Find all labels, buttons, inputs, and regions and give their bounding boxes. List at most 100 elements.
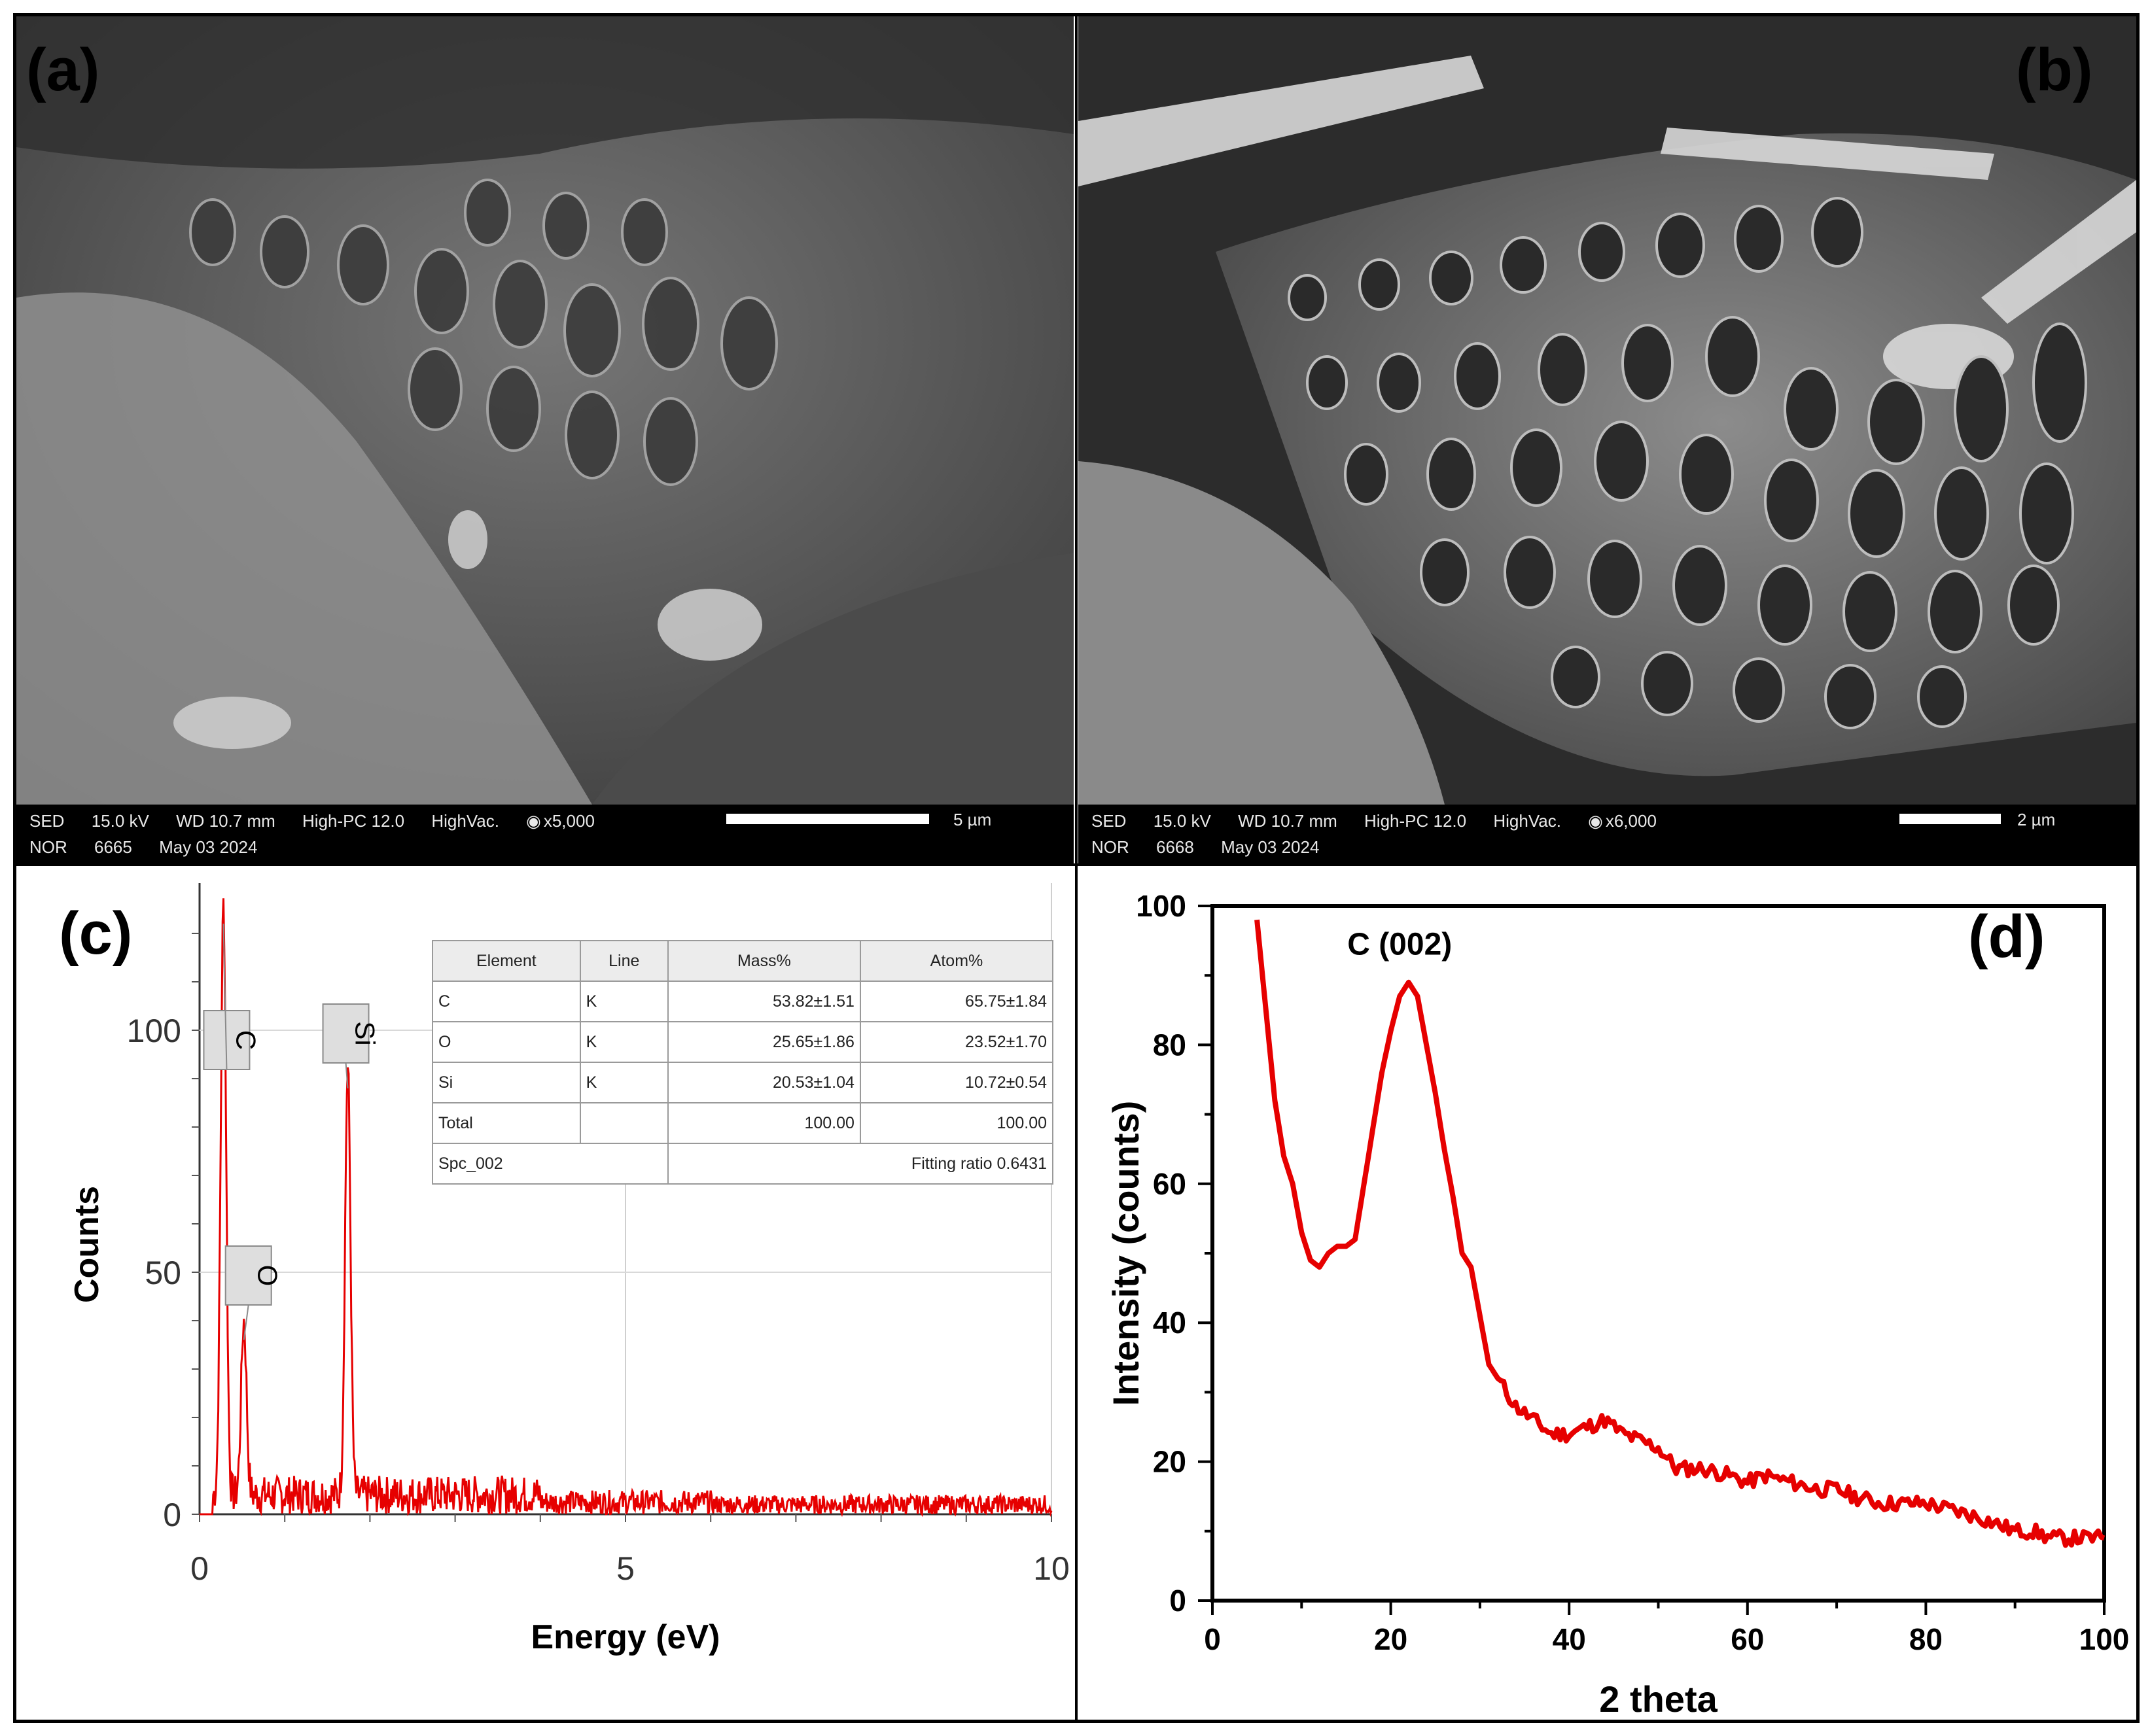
table-cell: 25.65±1.86: [667, 1021, 861, 1063]
table-cell: [579, 1102, 669, 1144]
peak-label-c: C: [230, 1030, 261, 1050]
y-tick-label: 40: [1153, 1306, 1186, 1340]
peak-annotation-c002: C (002): [1347, 927, 1452, 962]
panel-a-sem-image: SED 15.0 kV WD 10.7 mm High-PC 12.0 High…: [16, 16, 1074, 863]
table-cell: Total: [432, 1102, 581, 1144]
x-axis-title: 2 theta: [1599, 1678, 1718, 1720]
vac-b: HighVac.: [1493, 811, 1561, 831]
mag-a: x5,000: [543, 811, 595, 831]
table-header: Element: [432, 940, 581, 982]
detector-b: SED: [1091, 811, 1127, 831]
sem-info-bar-b: SED 15.0 kV WD 10.7 mm High-PC 12.0 High…: [1078, 805, 2136, 863]
x-tick-label: 10: [1033, 1550, 1070, 1587]
sem-micrograph-b: [1078, 16, 2136, 805]
table-cell: K: [579, 981, 669, 1022]
x-tick-label: 60: [1731, 1622, 1764, 1656]
y-tick-label: 20: [1153, 1445, 1186, 1479]
table-cell: Si: [432, 1062, 581, 1103]
y-tick-label: 0: [163, 1497, 181, 1533]
kv-b: 15.0 kV: [1153, 811, 1211, 831]
table-cell: C: [432, 981, 581, 1022]
scale-label-a: 5 µm: [953, 810, 992, 829]
sem-info-bar-a: SED 15.0 kV WD 10.7 mm High-PC 12.0 High…: [16, 805, 1074, 863]
table-cell: 100.00: [667, 1102, 861, 1144]
table-row: O K 25.65±1.86 23.52±1.70: [432, 1021, 1054, 1063]
table-header: Mass%: [667, 940, 861, 982]
peak-marker-line: [345, 1062, 349, 1088]
table-cell: 65.75±1.84: [859, 981, 1054, 1022]
x-tick-label: 100: [2079, 1622, 2130, 1656]
table-cell: 53.82±1.51: [667, 981, 861, 1022]
mode2-a: NOR: [29, 837, 67, 857]
y-tick-label: 50: [145, 1255, 181, 1291]
y-tick-label: 80: [1153, 1028, 1186, 1062]
xrd-series-line: [1254, 919, 2106, 1548]
y-tick-label: 100: [1136, 889, 1186, 923]
y-tick-label: 60: [1153, 1167, 1186, 1201]
id-a: 6665: [94, 837, 132, 857]
x-tick-label: 0: [190, 1550, 209, 1587]
camera-icon: ◉: [526, 811, 541, 831]
x-tick-label: 20: [1374, 1622, 1407, 1656]
y-tick-label: 100: [127, 1013, 181, 1049]
table-footer-left: Spc_002: [432, 1143, 669, 1185]
panel-label-d: (d): [1968, 903, 2045, 970]
mode-b: High-PC 12.0: [1364, 811, 1467, 831]
wd-b: WD 10.7 mm: [1238, 811, 1337, 831]
table-cell: 20.53±1.04: [667, 1062, 861, 1103]
table-header-row: Element Line Mass% Atom%: [432, 940, 1054, 982]
id-b: 6668: [1156, 837, 1194, 857]
table-row: Si K 20.53±1.04 10.72±0.54: [432, 1062, 1054, 1103]
table-row: Total 100.00 100.00: [432, 1102, 1054, 1144]
table-header: Line: [579, 940, 669, 982]
horizontal-divider: [13, 863, 2140, 866]
panel-c-eds: (c) 0 50 100 0 5 10 Energy (eV) Counts C O Si Elem…: [16, 867, 1074, 1720]
scale-bar-a: [726, 814, 929, 824]
y-tick-label: 0: [1169, 1584, 1186, 1618]
peak-label-si: Si: [350, 1021, 381, 1045]
peak-label-o: O: [253, 1265, 283, 1287]
x-tick-label: 80: [1909, 1622, 1943, 1656]
panel-b-sem-image: SED 15.0 kV WD 10.7 mm High-PC 12.0 High…: [1078, 16, 2136, 863]
table-cell: 10.72±0.54: [859, 1062, 1054, 1103]
panel-label-b: (b): [2016, 37, 2093, 103]
peak-label-box: [322, 1003, 370, 1064]
kv-a: 15.0 kV: [91, 811, 149, 831]
table-row: C K 53.82±1.51 65.75±1.84: [432, 981, 1054, 1022]
x-axis-title: Energy (eV): [531, 1618, 720, 1656]
eds-series-line: [200, 898, 1053, 1518]
xrd-pattern-chart: 0 20 40 60 80 100 0 20 40 60 80 100 2 theta Intensity…: [1105, 889, 2130, 1720]
mode-a: High-PC 12.0: [302, 811, 405, 831]
x-tick-label: 0: [1204, 1622, 1221, 1656]
panel-label-a: (a): [26, 37, 100, 103]
table-cell: O: [432, 1021, 581, 1063]
table-cell: 23.52±1.70: [859, 1021, 1054, 1063]
x-tick-label: 5: [616, 1550, 635, 1587]
y-axis-title: Intensity (counts): [1105, 1101, 1146, 1406]
sem-micrograph-a: [16, 16, 1074, 805]
mag-b: x6,000: [1605, 811, 1657, 831]
vac-a: HighVac.: [431, 811, 499, 831]
peak-marker-line: [243, 1304, 249, 1340]
scale-label-b: 2 µm: [2017, 810, 2056, 829]
wd-a: WD 10.7 mm: [176, 811, 275, 831]
x-tick-label: 40: [1553, 1622, 1586, 1656]
date-b: May 03 2024: [1221, 837, 1320, 857]
mode2-b: NOR: [1091, 837, 1129, 857]
eds-results-table: Element Line Mass% Atom% C K 53.82±1.51 …: [432, 940, 1054, 1185]
table-footer-row: Spc_002 Fitting ratio 0.6431: [432, 1143, 1054, 1185]
table-cell: K: [579, 1021, 669, 1063]
camera-icon: ◉: [1588, 811, 1603, 831]
date-a: May 03 2024: [159, 837, 258, 857]
panel-d-xrd: 0 20 40 60 80 100 0 20 40 60 80 100 2 theta Intensity…: [1078, 867, 2136, 1720]
table-cell: K: [579, 1062, 669, 1103]
peak-label-box: [224, 1245, 272, 1306]
vertical-divider: [1075, 13, 1078, 1723]
detector-a: SED: [29, 811, 65, 831]
y-axis-title: Counts: [68, 1186, 106, 1303]
table-cell: 100.00: [859, 1102, 1054, 1144]
scale-bar-b: [1899, 814, 2001, 824]
panel-label-c: (c): [59, 900, 133, 967]
table-footer-right: Fitting ratio 0.6431: [667, 1143, 1054, 1185]
